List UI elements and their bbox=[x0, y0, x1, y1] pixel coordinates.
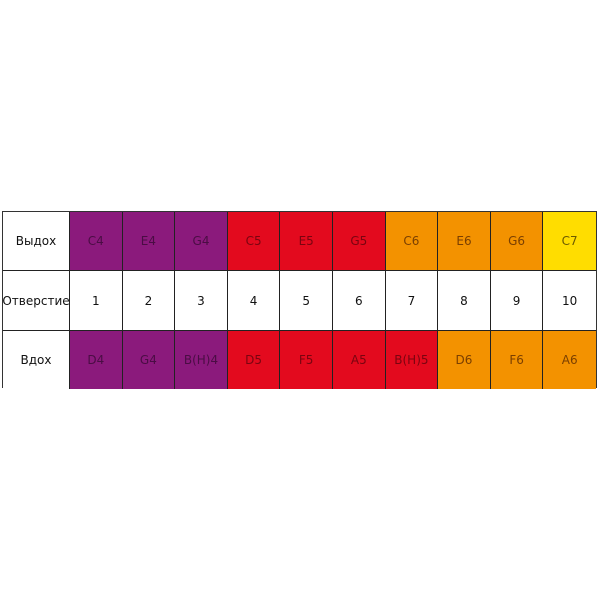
hole-cell-1: 1 bbox=[70, 271, 123, 331]
hole-cell-6: 6 bbox=[332, 271, 386, 331]
inhale-cell-4: D5 bbox=[227, 331, 281, 389]
inhale-cell-1: D4 bbox=[70, 331, 123, 389]
hole-cell-4: 4 bbox=[227, 271, 281, 331]
hole-cell-7: 7 bbox=[385, 271, 439, 331]
exhale-cell-9: G6 bbox=[490, 212, 544, 271]
exhale-cell-4: C5 bbox=[227, 212, 281, 271]
hole-cell-2: 2 bbox=[122, 271, 176, 331]
inhale-cell-9: F6 bbox=[490, 331, 544, 389]
inhale-cell-8: D6 bbox=[438, 331, 491, 389]
exhale-cell-10: C7 bbox=[543, 212, 596, 271]
exhale-cell-2: E4 bbox=[122, 212, 176, 271]
row-label-inhale: Вдох bbox=[3, 331, 70, 389]
exhale-cell-8: E6 bbox=[438, 212, 491, 271]
hole-cell-10: 10 bbox=[543, 271, 596, 331]
inhale-cell-3: B(H)4 bbox=[175, 331, 228, 389]
exhale-cell-6: G5 bbox=[332, 212, 386, 271]
exhale-cell-3: G4 bbox=[175, 212, 228, 271]
row-label-exhale: Выдох bbox=[3, 212, 70, 271]
inhale-cell-7: B(H)5 bbox=[385, 331, 439, 389]
hole-cell-3: 3 bbox=[175, 271, 228, 331]
hole-cell-5: 5 bbox=[280, 271, 333, 331]
row-label-hole: Отверстие bbox=[2, 271, 70, 331]
inhale-cell-6: A5 bbox=[332, 331, 386, 389]
inhale-cell-2: G4 bbox=[122, 331, 176, 389]
harmonica-note-table: Выдох C4 E4 G4 C5 E5 G5 C6 E6 G6 C7 Отверстие 1 2 3 4 5 6… bbox=[2, 211, 597, 389]
hole-cell-9: 9 bbox=[490, 271, 544, 331]
exhale-cell-5: E5 bbox=[280, 212, 333, 271]
inhale-cell-10: A6 bbox=[543, 331, 596, 389]
exhale-cell-1: C4 bbox=[70, 212, 123, 271]
exhale-cell-7: C6 bbox=[385, 212, 439, 271]
inhale-cell-5: F5 bbox=[280, 331, 333, 389]
hole-cell-8: 8 bbox=[438, 271, 491, 331]
